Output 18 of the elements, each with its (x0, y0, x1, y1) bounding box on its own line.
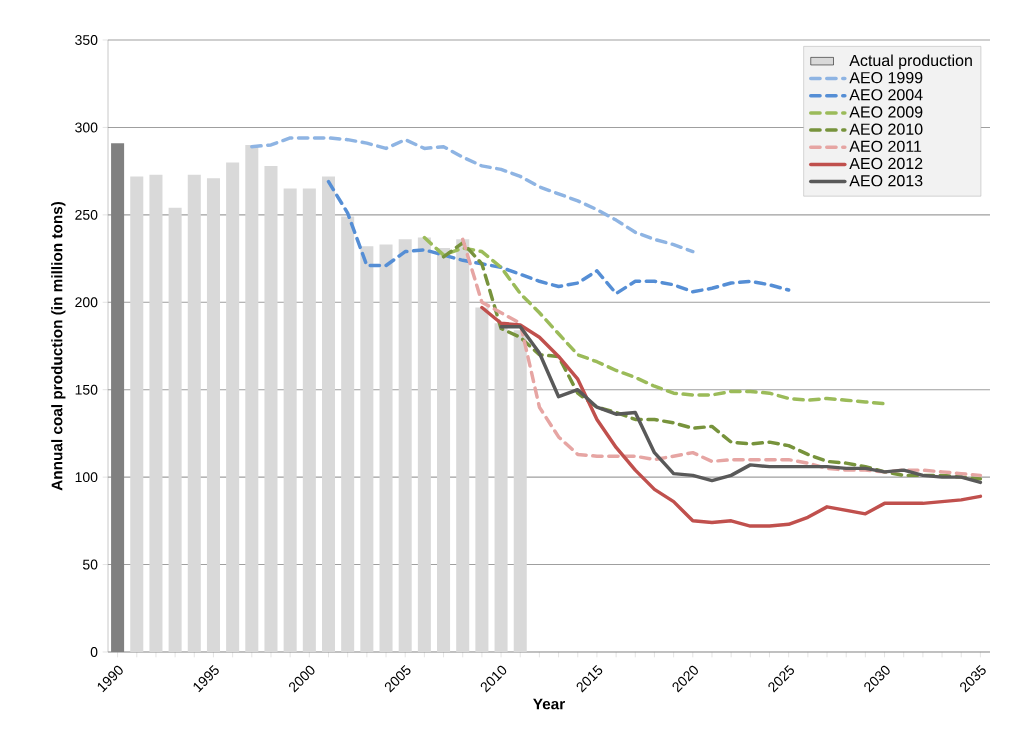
y-tick-label: 350 (75, 35, 98, 45)
y-tick-label: 100 (75, 472, 98, 483)
y-tick-label: 200 (75, 297, 98, 308)
legend-label: AEO 2011 (849, 140, 922, 152)
legend-label: AEO 2013 (849, 175, 923, 187)
y-tick-label: 250 (75, 209, 98, 220)
y-tick-label: 300 (75, 122, 98, 133)
legend-label: AEO 2004 (849, 89, 923, 101)
y-tick-label: 50 (82, 559, 98, 570)
y-axis-title: Annual coal production (in million tons) (51, 201, 66, 491)
y-tick-label: 0 (90, 647, 98, 657)
y-tick-label: 150 (75, 384, 98, 395)
x-axis-title: Year (533, 698, 565, 710)
legend-label: AEO 2010 (849, 123, 923, 135)
legend-label: Actual production (849, 54, 972, 70)
legend-label: AEO 2009 (849, 106, 923, 118)
legend-label: AEO 1999 (849, 71, 923, 84)
legend-label: AEO 2012 (849, 157, 923, 170)
